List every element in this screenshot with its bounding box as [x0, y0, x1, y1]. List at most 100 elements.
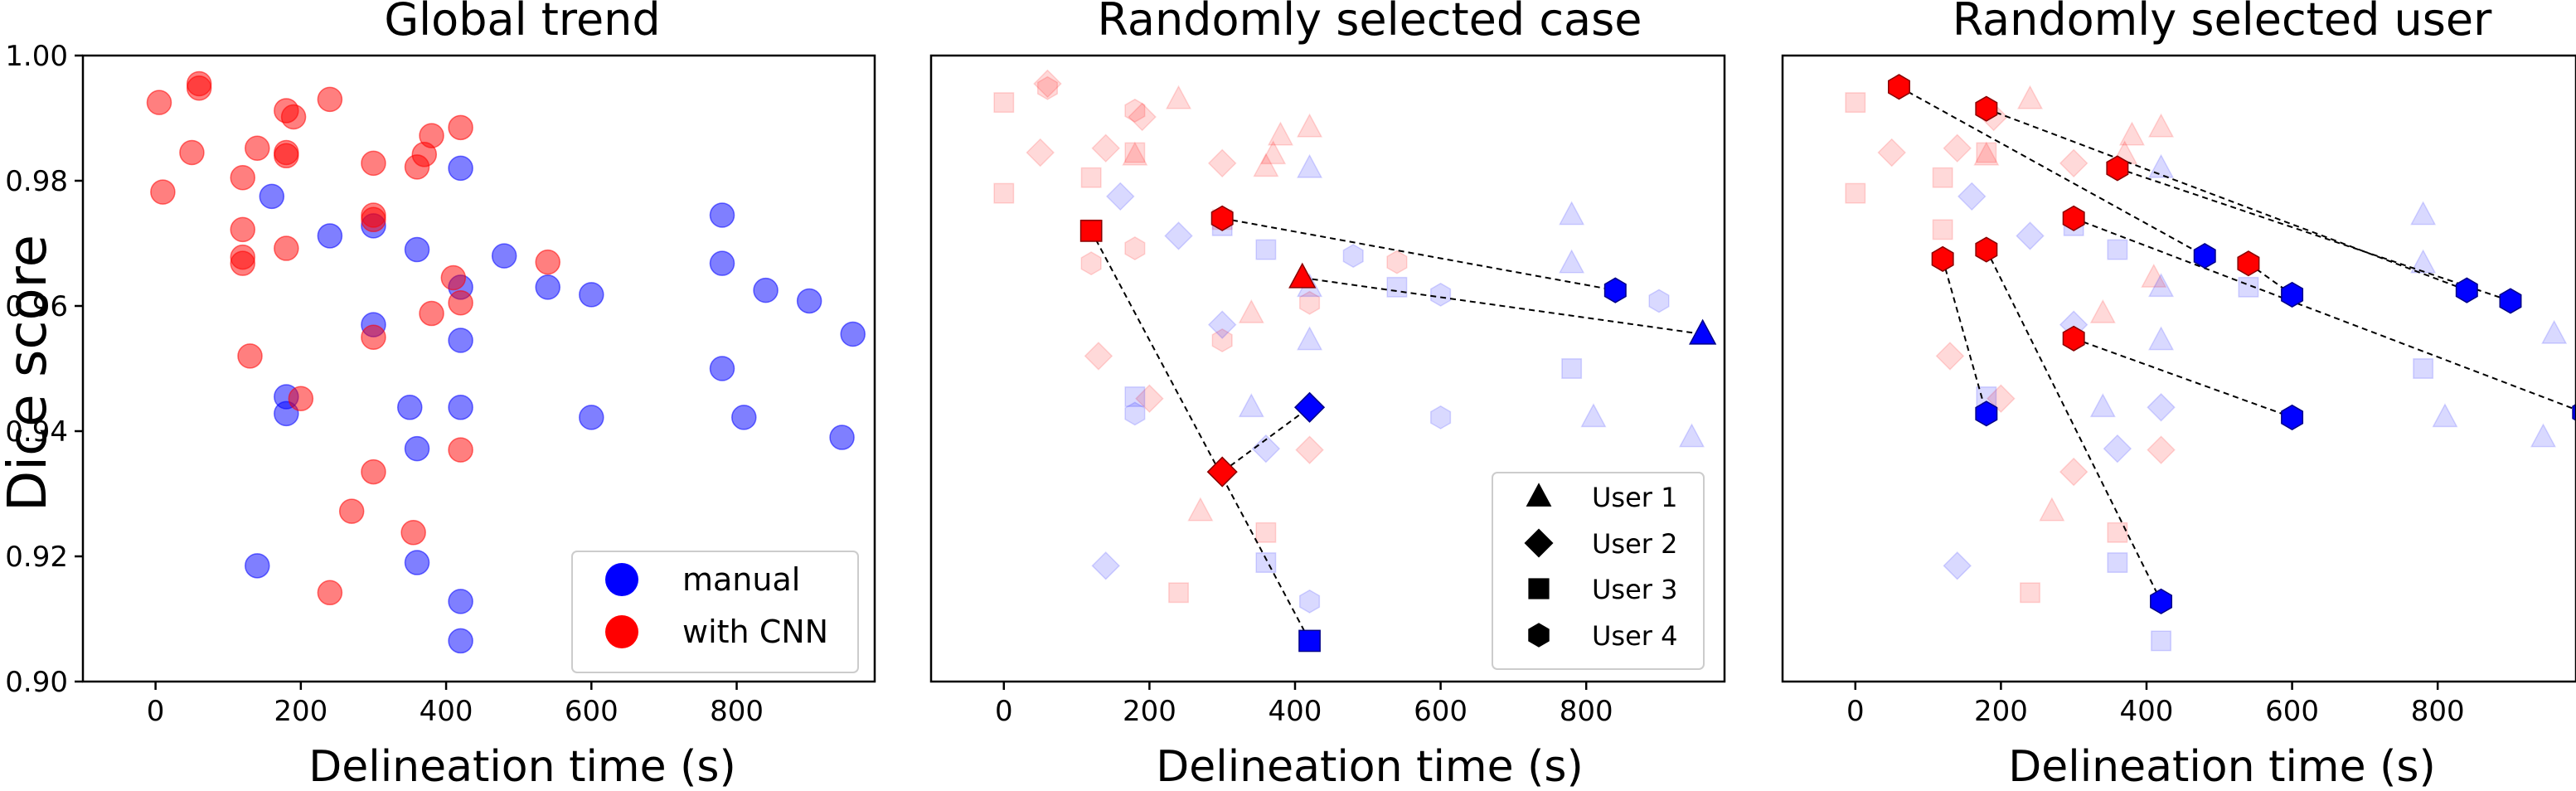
background-point — [2107, 552, 2128, 573]
background-point — [2410, 201, 2437, 226]
legend-manual-marker — [605, 563, 638, 596]
legend-manual-label: manual — [682, 561, 800, 598]
background-point — [2016, 85, 2044, 109]
background-point — [2432, 403, 2458, 428]
manual-point — [404, 550, 430, 575]
manual-point — [709, 250, 735, 276]
manual-point — [491, 243, 517, 269]
background-point — [1648, 289, 1670, 313]
background-point — [1255, 552, 1277, 573]
background-point — [1091, 133, 1121, 163]
background-point — [1561, 358, 1583, 379]
highlight-cnn-point — [1288, 262, 1317, 289]
background-point — [1135, 384, 1164, 414]
plot-frame — [1781, 54, 2576, 683]
y-axis-label: Dice score — [0, 235, 59, 512]
manual-point — [404, 236, 430, 263]
cnn-point — [245, 135, 270, 161]
background-point — [2541, 319, 2568, 344]
x-tick-label: 800 — [2411, 695, 2465, 728]
background-point — [2020, 582, 2040, 604]
background-point — [1932, 219, 1953, 240]
pair-connector — [1986, 108, 2467, 292]
manual-point — [753, 277, 779, 303]
background-point — [1943, 133, 1972, 163]
highlight-cnn-point — [1975, 236, 1998, 263]
y-tick-label: 0.98 — [5, 165, 68, 198]
cnn-point — [361, 150, 386, 177]
background-point — [1877, 138, 1907, 167]
pair-connector — [2073, 217, 2576, 411]
x-tick-label: 400 — [420, 695, 473, 728]
background-point — [2147, 326, 2175, 351]
legend: User 1 User 2 User 3 User 4 — [1492, 472, 1705, 670]
manual-point — [579, 282, 604, 308]
panel-random-case: Randomly selected case Delineation time … — [929, 0, 1726, 791]
manual-point — [448, 589, 473, 614]
background-point — [1124, 142, 1146, 163]
background-point — [1845, 92, 1866, 114]
highlight-cnn-point — [1079, 220, 1103, 242]
background-point — [2530, 423, 2557, 448]
manual-point — [829, 425, 855, 450]
cnn-point — [317, 86, 343, 113]
manual-point — [404, 435, 430, 462]
manual-point — [448, 628, 473, 654]
background-point — [1976, 142, 1997, 163]
highlight-manual-point — [1975, 400, 1998, 427]
cnn-point — [448, 437, 473, 463]
background-point — [2118, 121, 2145, 146]
background-point — [1386, 276, 1408, 298]
highlight-manual-point — [2499, 288, 2522, 314]
cnn-point — [179, 139, 205, 166]
highlight-cnn-point — [2062, 205, 2085, 231]
legend: manual with CNN — [571, 551, 859, 673]
legend-square-marker — [1528, 578, 1550, 599]
manual-point — [448, 155, 473, 182]
background-point — [1238, 298, 1264, 323]
background-point — [993, 92, 1015, 114]
cnn-point — [361, 324, 386, 350]
cnn-point — [400, 520, 426, 546]
x-tick-label: 600 — [565, 695, 619, 728]
manual-point — [731, 405, 757, 430]
legend-user4-label: User 4 — [1592, 620, 1677, 652]
legend-hexagon-marker — [1528, 623, 1550, 648]
highlight-cnn-point — [2062, 325, 2085, 352]
background-point — [2410, 249, 2437, 274]
background-point — [1036, 75, 1059, 100]
background-point — [1678, 423, 1705, 448]
highlight-manual-point — [1293, 391, 1326, 423]
background-point — [1957, 182, 1987, 211]
background-point — [1267, 121, 1293, 146]
background-point — [1296, 153, 1323, 178]
x-tick-label: 400 — [2120, 695, 2174, 728]
background-point — [1084, 342, 1113, 371]
background-point — [2141, 263, 2167, 288]
background-point — [1255, 522, 1277, 543]
cnn-point — [535, 249, 560, 275]
cnn-point — [274, 143, 299, 169]
cnn-point — [404, 154, 430, 180]
legend-cnn-marker — [605, 615, 638, 648]
cnn-point — [280, 104, 307, 130]
background-point — [1211, 328, 1233, 353]
background-point — [1295, 435, 1324, 464]
pair-connector — [1222, 217, 1616, 292]
manual-point — [448, 328, 473, 353]
manual-point — [709, 356, 735, 381]
highlight-cnn-point — [1975, 95, 1998, 122]
cnn-point — [338, 498, 365, 524]
y-tick-label: 0.96 — [5, 290, 68, 323]
cnn-point — [419, 300, 444, 327]
background-point — [1559, 249, 1585, 274]
background-point — [1386, 250, 1408, 274]
x-tick-label: 600 — [2265, 695, 2319, 728]
highlight-manual-point — [2281, 404, 2304, 430]
background-point — [1091, 551, 1121, 580]
background-point — [2413, 358, 2434, 379]
background-point — [1973, 141, 2000, 166]
x-tick-label: 800 — [710, 695, 764, 728]
highlight-cnn-point — [1931, 245, 1954, 272]
